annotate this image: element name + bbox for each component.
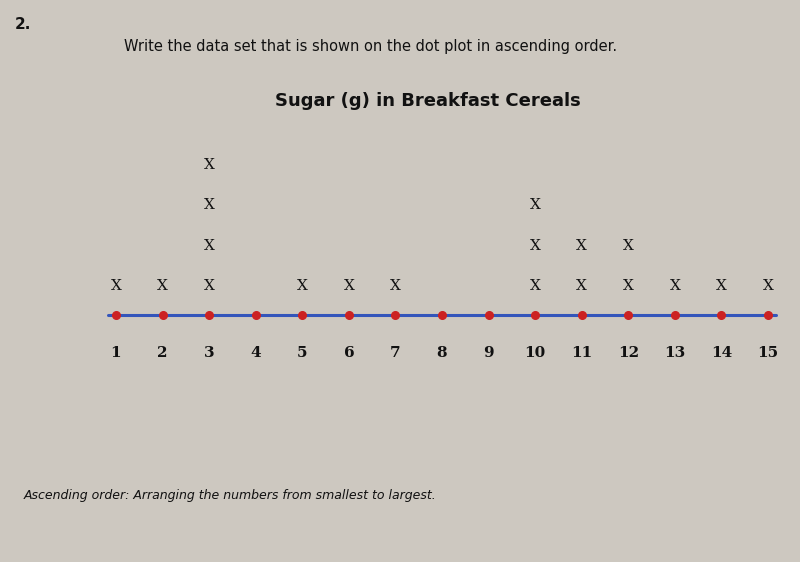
Text: X: X [157,279,168,293]
Text: 11: 11 [571,346,592,360]
Text: X: X [297,279,308,293]
Text: Write the data set that is shown on the dot plot in ascending order.: Write the data set that is shown on the … [124,39,617,55]
Text: 5: 5 [297,346,307,360]
Text: X: X [390,279,401,293]
Text: 7: 7 [390,346,401,360]
Text: X: X [762,279,774,293]
Text: 2: 2 [158,346,168,360]
Text: X: X [623,279,634,293]
Text: 15: 15 [758,346,778,360]
Text: 2.: 2. [14,17,30,32]
Text: X: X [204,279,214,293]
Text: X: X [204,198,214,212]
Text: 4: 4 [250,346,261,360]
Text: X: X [204,158,214,172]
Text: Ascending order: Arranging the numbers from smallest to largest.: Ascending order: Arranging the numbers f… [24,489,437,502]
Text: X: X [576,239,587,253]
Text: 3: 3 [204,346,214,360]
Text: 1: 1 [110,346,122,360]
Text: X: X [110,279,122,293]
Text: X: X [670,279,680,293]
Text: 13: 13 [664,346,686,360]
Text: X: X [623,239,634,253]
Text: X: X [530,198,541,212]
Text: X: X [204,239,214,253]
Text: 6: 6 [343,346,354,360]
Text: Sugar (g) in Breakfast Cereals: Sugar (g) in Breakfast Cereals [275,92,581,110]
Text: 8: 8 [437,346,447,360]
Text: X: X [530,239,541,253]
Text: X: X [716,279,727,293]
Text: X: X [530,279,541,293]
Text: 9: 9 [483,346,494,360]
Text: 14: 14 [711,346,732,360]
Text: X: X [576,279,587,293]
Text: X: X [343,279,354,293]
Text: 10: 10 [525,346,546,360]
Text: 12: 12 [618,346,639,360]
